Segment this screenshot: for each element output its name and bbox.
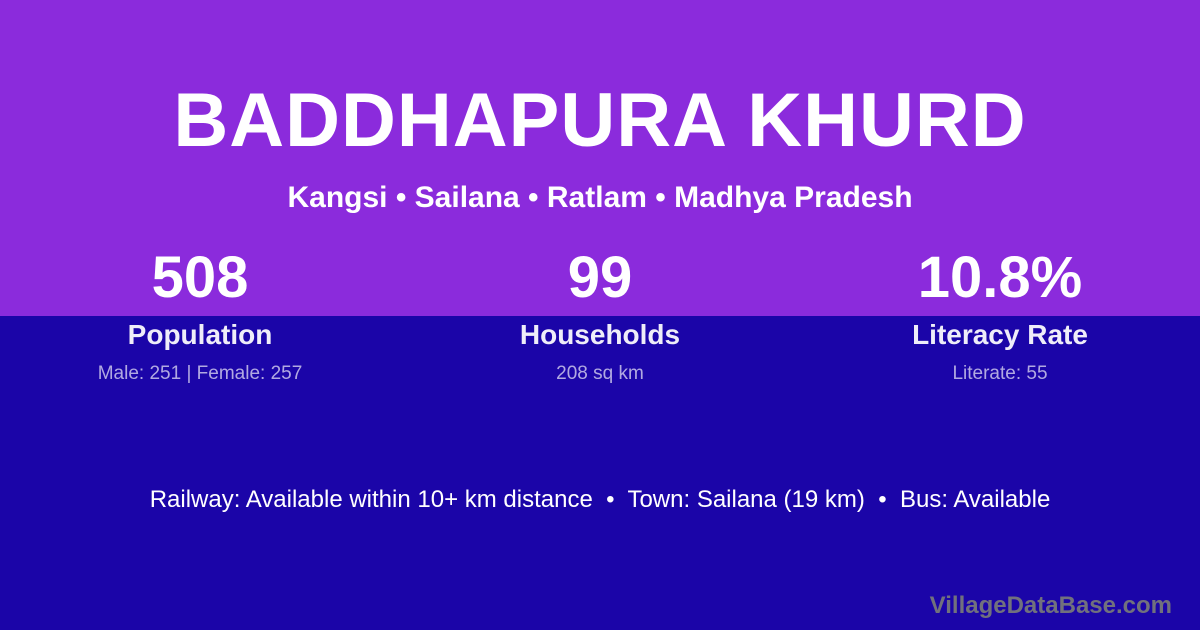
blue-body-band xyxy=(0,316,1200,630)
village-title: BADDHAPURA KHURD xyxy=(173,78,1027,163)
stat-households: 99 Households 208 sq km xyxy=(400,240,800,386)
households-detail: 208 sq km xyxy=(556,363,644,384)
transport-facts-line: Railway: Available within 10+ km distanc… xyxy=(149,486,1051,513)
households-value: 99 xyxy=(567,245,633,310)
literacy-detail: Literate: 55 xyxy=(952,363,1048,384)
population-value: 508 xyxy=(151,245,249,310)
watermark-site-name: VillageDataBase.com xyxy=(929,592,1172,619)
population-label: Population xyxy=(127,319,273,350)
purple-header-band xyxy=(0,0,1200,316)
stats-row: 508 Population Male: 251 | Female: 257 9… xyxy=(0,240,1200,386)
stat-population: 508 Population Male: 251 | Female: 257 xyxy=(0,240,400,386)
population-detail: Male: 251 | Female: 257 xyxy=(97,363,303,384)
breadcrumb: Kangsi • Sailana • Ratlam • Madhya Prade… xyxy=(287,181,913,214)
stat-literacy: 10.8% Literacy Rate Literate: 55 xyxy=(800,240,1200,386)
households-label: Households xyxy=(519,319,681,350)
literacy-value: 10.8% xyxy=(917,245,1083,310)
literacy-label: Literacy Rate xyxy=(912,319,1088,350)
